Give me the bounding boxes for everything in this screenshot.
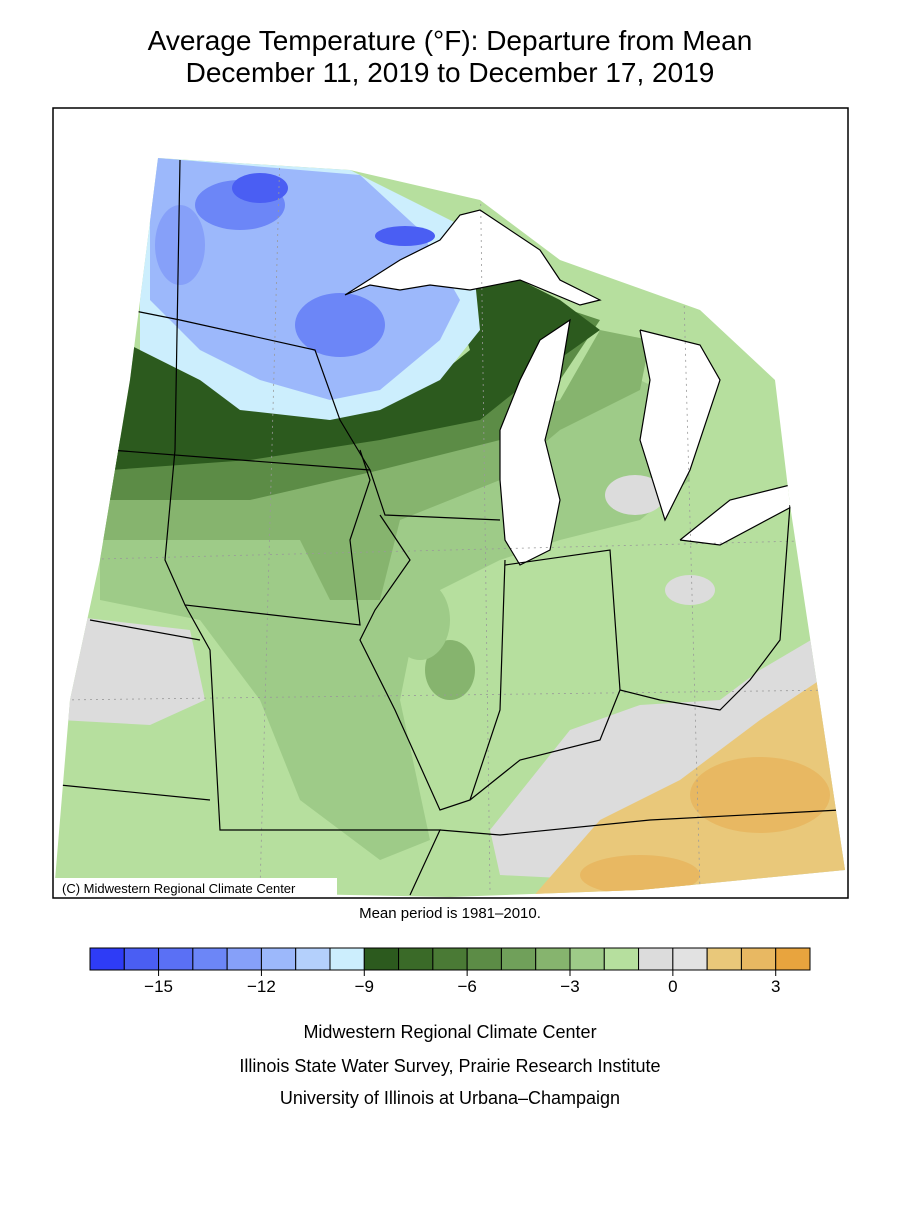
legend-tick-label: −15: [144, 977, 173, 996]
footer-line: Midwestern Regional Climate Center: [303, 1022, 596, 1042]
legend-swatch: [295, 947, 331, 971]
legend-tick-label: −9: [355, 977, 374, 996]
legend-tick-label: −6: [457, 977, 476, 996]
legend-swatch: [363, 947, 400, 971]
legend-swatch: [192, 947, 228, 971]
legend-swatch: [329, 947, 365, 971]
legend-swatch: [398, 947, 434, 971]
map-field: [55, 158, 845, 897]
legend-swatch: [535, 947, 571, 971]
legend-swatch: [775, 947, 811, 971]
legend-swatch: [158, 947, 194, 971]
mean-note: Mean period is 1981–2010.: [359, 905, 541, 922]
legend-swatch: [672, 947, 708, 971]
legend-swatch: [260, 947, 297, 971]
legend-tick-label: 0: [668, 977, 677, 996]
legend-tick-label: −3: [560, 977, 579, 996]
legend-swatch: [89, 947, 125, 971]
subtitle: December 11, 2019 to December 17, 2019: [186, 57, 715, 88]
footer-line: University of Illinois at Urbana–Champai…: [280, 1088, 620, 1108]
map-frame: [52, 107, 849, 899]
legend: −15 −12 −9 −6 −3 0 3: [89, 947, 811, 996]
legend-swatch: [638, 947, 674, 971]
title: Average Temperature (°F): Departure from…: [148, 25, 753, 56]
copyright: (C) Midwestern Regional Climate Center: [62, 881, 296, 896]
legend-swatch: [432, 947, 468, 971]
legend-swatch: [603, 947, 640, 971]
copyright-box: [55, 878, 337, 897]
legend-swatch: [500, 947, 537, 971]
footer-line: Illinois State Water Survey, Prairie Res…: [239, 1056, 660, 1076]
legend-swatch: [226, 947, 262, 971]
legend-swatch: [740, 947, 777, 971]
legend-swatch: [569, 947, 605, 971]
legend-swatch: [706, 947, 742, 971]
legend-tick-label: 3: [771, 977, 780, 996]
legend-tick-label: −12: [247, 977, 276, 996]
legend-swatch: [466, 947, 502, 971]
legend-swatch: [123, 947, 160, 971]
